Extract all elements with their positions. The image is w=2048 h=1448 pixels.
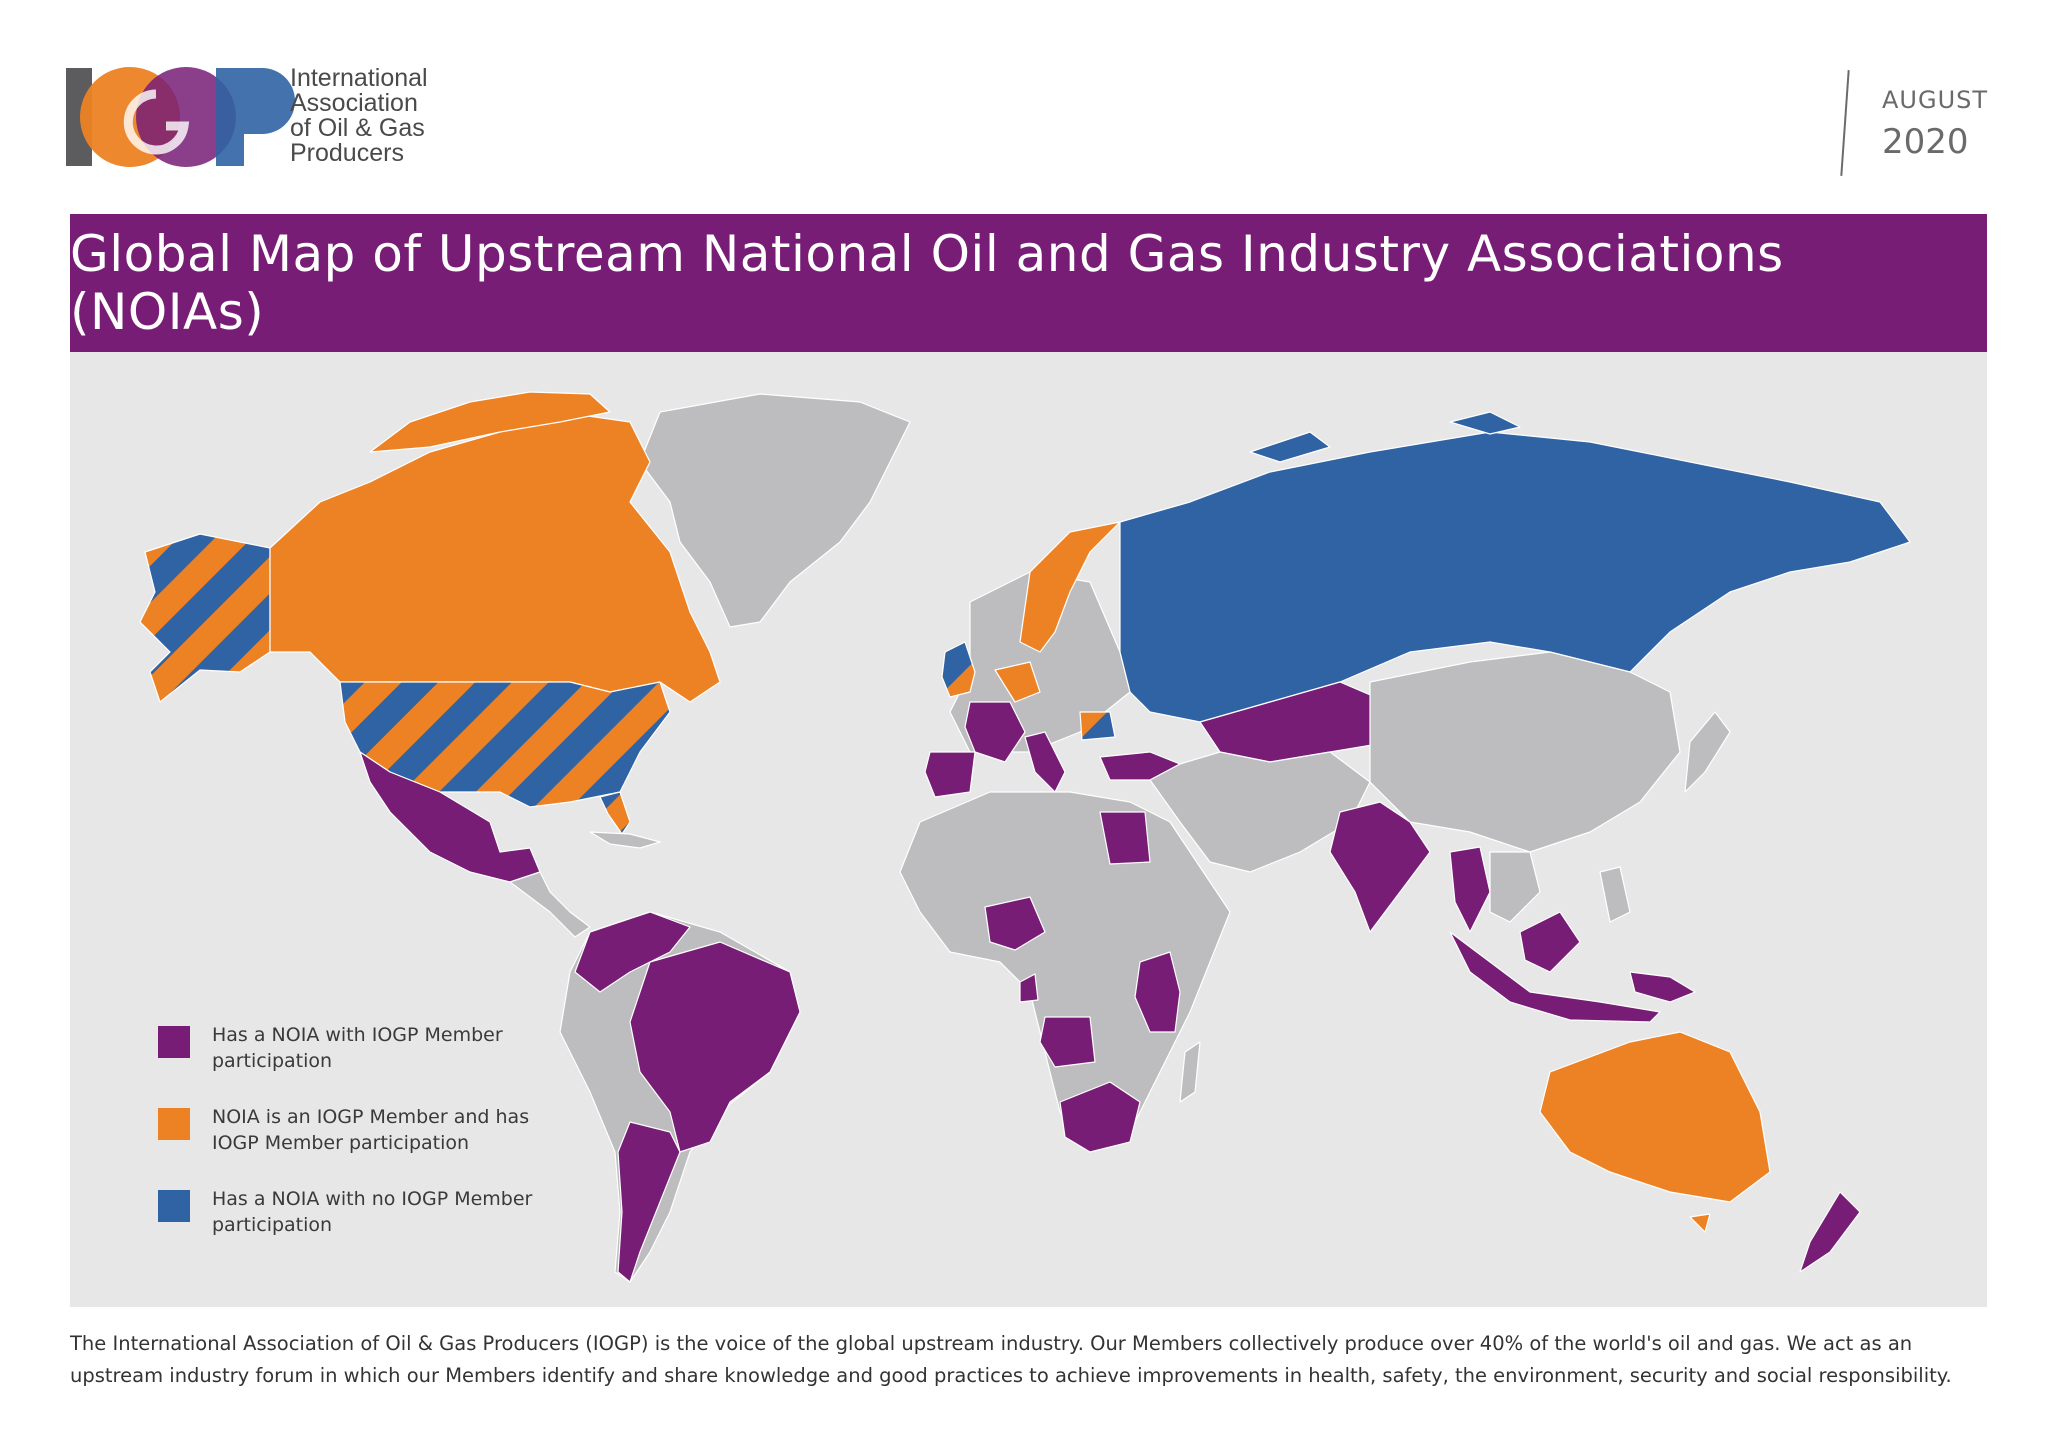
new-zealand: [1799, 1191, 1861, 1273]
florida: [599, 791, 631, 835]
logo-name-line: Association: [290, 89, 418, 117]
indonesia-malaysia: [1449, 931, 1661, 1023]
borneo: [1519, 911, 1581, 973]
southeast-asia: [1489, 851, 1541, 923]
tanzania: [1134, 951, 1181, 1033]
logo-name-line: International: [290, 64, 428, 92]
title-banner: Global Map of Upstream National Oil and …: [70, 214, 1987, 352]
caribbean: [589, 831, 661, 849]
madagascar: [1179, 1041, 1201, 1103]
philippines: [1599, 866, 1631, 923]
india: [1329, 801, 1431, 933]
myanmar-thailand: [1449, 846, 1491, 933]
logo-name-line: of Oil & Gas: [290, 114, 425, 142]
romania: [1079, 711, 1116, 741]
central-america: [509, 871, 591, 938]
france: [964, 701, 1026, 763]
legend-item: NOIA is an IOGP Member and has IOGP Memb…: [158, 1104, 542, 1156]
legend-label: Has a NOIA with IOGP Member participatio…: [212, 1024, 503, 1072]
page-title: Global Map of Upstream National Oil and …: [70, 225, 1784, 341]
japan: [1684, 711, 1731, 793]
legend-swatch-orange: [158, 1108, 190, 1140]
date-month: AUGUST: [1882, 86, 1989, 114]
world-map: Has a NOIA with IOGP Member participatio…: [70, 352, 1987, 1307]
logo-name-line: Producers: [290, 139, 404, 167]
legend-label: NOIA is an IOGP Member and has IOGP Memb…: [212, 1106, 530, 1154]
south-africa: [1059, 1081, 1141, 1153]
legend-label: Has a NOIA with no IOGP Member participa…: [212, 1188, 533, 1236]
map-legend: Has a NOIA with IOGP Member participatio…: [158, 1022, 542, 1268]
united-kingdom: [941, 641, 976, 698]
argentina: [617, 1121, 681, 1283]
legend-item: Has a NOIA with no IOGP Member participa…: [158, 1186, 542, 1238]
italy: [1024, 731, 1066, 793]
canada-arctic-islands: [369, 391, 611, 453]
date-divider: [1840, 70, 1850, 176]
australia: [1539, 1031, 1771, 1203]
alaska: [139, 533, 271, 703]
russia-arctic-islands: [1249, 411, 1521, 463]
angola: [1039, 1016, 1096, 1068]
legend-swatch-blue: [158, 1190, 190, 1222]
footer-description: The International Association of Oil & G…: [70, 1332, 1952, 1387]
gabon: [1019, 973, 1039, 1003]
greenland: [639, 393, 911, 628]
middle-east: [1149, 751, 1371, 873]
spain: [924, 751, 976, 798]
papua: [1629, 971, 1696, 1003]
logo-name: International Association of Oil & Gas P…: [290, 66, 428, 166]
egypt: [1099, 811, 1151, 865]
brazil: [629, 941, 801, 1153]
legend-swatch-purple: [158, 1026, 190, 1058]
netherlands: [994, 661, 1041, 703]
legend-item: Has a NOIA with IOGP Member participatio…: [158, 1022, 542, 1074]
nigeria: [984, 896, 1046, 951]
world-map-svg: [139, 391, 1911, 1283]
iogp-logo: [66, 67, 295, 167]
publication-date: AUGUST 2020: [1882, 86, 1988, 162]
china: [1369, 651, 1681, 853]
tasmania: [1689, 1213, 1711, 1233]
date-year: 2020: [1882, 122, 1969, 162]
norway: [1019, 521, 1121, 653]
africa: [899, 791, 1231, 1153]
